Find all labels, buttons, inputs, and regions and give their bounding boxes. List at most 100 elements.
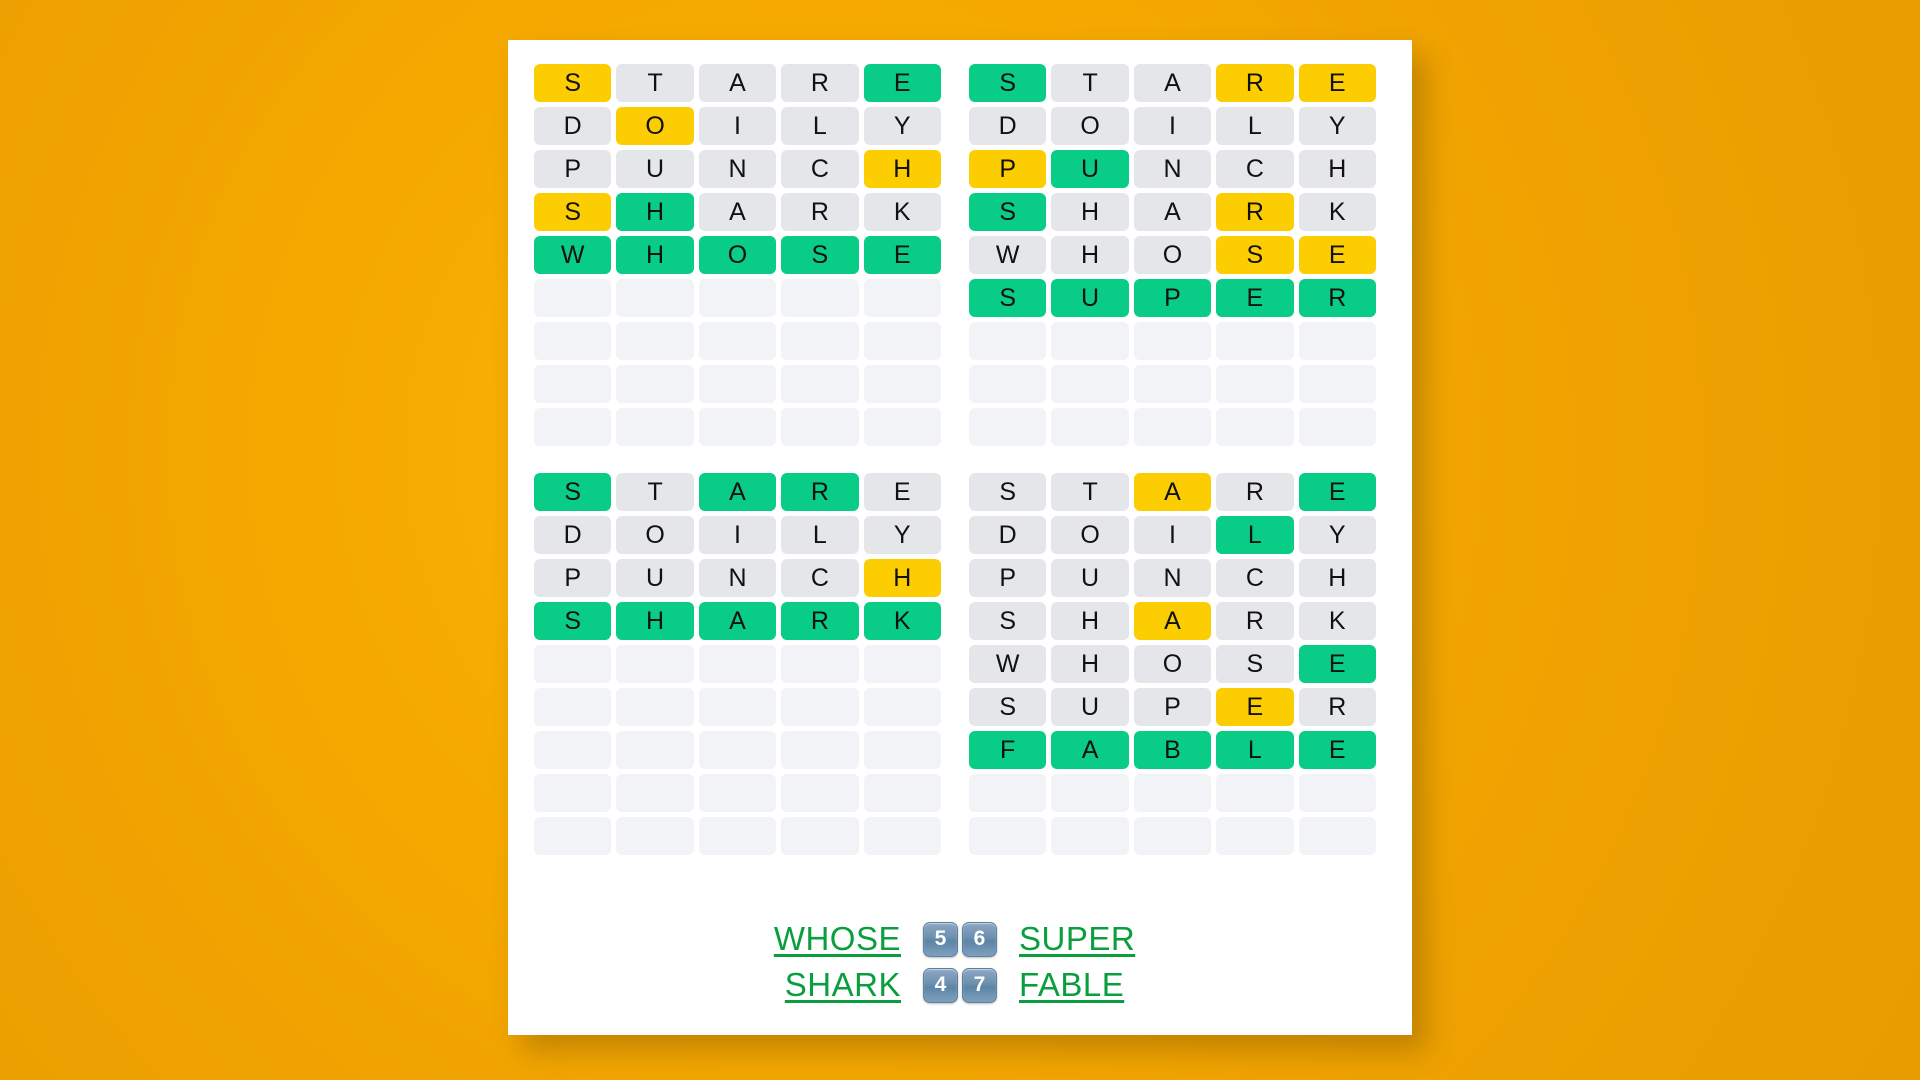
letter-tile: A: [1133, 473, 1212, 511]
letter-tile: A: [698, 193, 777, 231]
letter-tile: [781, 279, 859, 317]
letter-tile: [616, 688, 694, 726]
guess-row: [969, 817, 1386, 855]
letter-tile: T: [616, 473, 694, 511]
letter-tile: S: [534, 193, 612, 231]
letter-tile: [1216, 774, 1294, 812]
letter-tile: [863, 688, 941, 726]
letter-tile: [698, 817, 777, 855]
letter-tile: Y: [863, 516, 941, 554]
guess-row: [969, 408, 1386, 446]
letter-tile: [698, 279, 777, 317]
letter-tile: H: [863, 150, 941, 188]
guess-row: [534, 817, 951, 855]
legend-line-1: WHOSE 5 6 SUPER: [751, 920, 1169, 958]
letter-tile: R: [1216, 64, 1294, 102]
letter-tile: S: [1216, 236, 1294, 274]
letter-tile: R: [1216, 193, 1294, 231]
letter-tile: [698, 408, 777, 446]
letter-tile: [863, 774, 941, 812]
letter-tile: [534, 322, 612, 360]
letter-tile: S: [781, 236, 859, 274]
letter-tile: [534, 279, 612, 317]
letter-tile: [1051, 774, 1129, 812]
letter-tile: [534, 817, 612, 855]
letter-tile: O: [616, 516, 694, 554]
letter-tile: P: [534, 559, 612, 597]
letter-tile: E: [1216, 688, 1294, 726]
letter-tile: [1051, 817, 1129, 855]
letter-tile: O: [1051, 107, 1129, 145]
letter-tile: S: [969, 602, 1047, 640]
letter-tile: H: [1051, 602, 1129, 640]
letter-tile: [969, 322, 1047, 360]
letter-tile: I: [698, 516, 777, 554]
letter-tile: O: [1133, 236, 1212, 274]
letter-tile: H: [1298, 150, 1376, 188]
letter-tile: [616, 731, 694, 769]
letter-tile: L: [781, 107, 859, 145]
letter-tile: S: [534, 473, 612, 511]
letter-tile: H: [616, 236, 694, 274]
guess-row: [969, 774, 1386, 812]
answer-word-shark[interactable]: SHARK: [784, 966, 901, 1003]
guess-row: [534, 731, 951, 769]
letter-tile: [969, 817, 1047, 855]
guess-row: [969, 322, 1386, 360]
letter-tile: E: [1298, 236, 1376, 274]
letter-tile: [616, 817, 694, 855]
letter-tile: E: [1298, 473, 1376, 511]
letter-tile: D: [969, 107, 1047, 145]
letter-tile: U: [1051, 688, 1129, 726]
letter-tile: N: [1133, 150, 1212, 188]
letter-tile: P: [969, 150, 1047, 188]
letter-tile: R: [1216, 473, 1294, 511]
letter-tile: Y: [863, 107, 941, 145]
letter-tile: [616, 279, 694, 317]
letter-tile: R: [781, 602, 859, 640]
answer-word-super[interactable]: SUPER: [1019, 920, 1136, 957]
letter-tile: [698, 645, 777, 683]
legend-line-2: SHARK 4 7 FABLE: [751, 966, 1169, 1004]
letter-tile: [534, 688, 612, 726]
legend-badges-1: 5 6: [923, 921, 997, 957]
answer-word-fable[interactable]: FABLE: [1019, 966, 1125, 1003]
letter-tile: I: [1133, 107, 1212, 145]
letter-tile: [1298, 322, 1376, 360]
letter-tile: [1298, 408, 1376, 446]
letter-tile: [534, 408, 612, 446]
letter-tile: [698, 322, 777, 360]
answer-word-whose[interactable]: WHOSE: [773, 920, 901, 957]
letter-tile: U: [1051, 279, 1129, 317]
guess-row: [534, 688, 951, 726]
letter-tile: [781, 322, 859, 360]
guess-count-badge-shark: 4: [923, 967, 958, 1003]
letter-tile: A: [698, 602, 777, 640]
letter-tile: R: [781, 193, 859, 231]
letter-tile: [1216, 817, 1294, 855]
letter-tile: D: [534, 516, 612, 554]
letter-tile: N: [698, 559, 777, 597]
letter-tile: I: [698, 107, 777, 145]
letter-tile: U: [1051, 559, 1129, 597]
letter-tile: H: [616, 602, 694, 640]
letter-tile: [698, 365, 777, 403]
